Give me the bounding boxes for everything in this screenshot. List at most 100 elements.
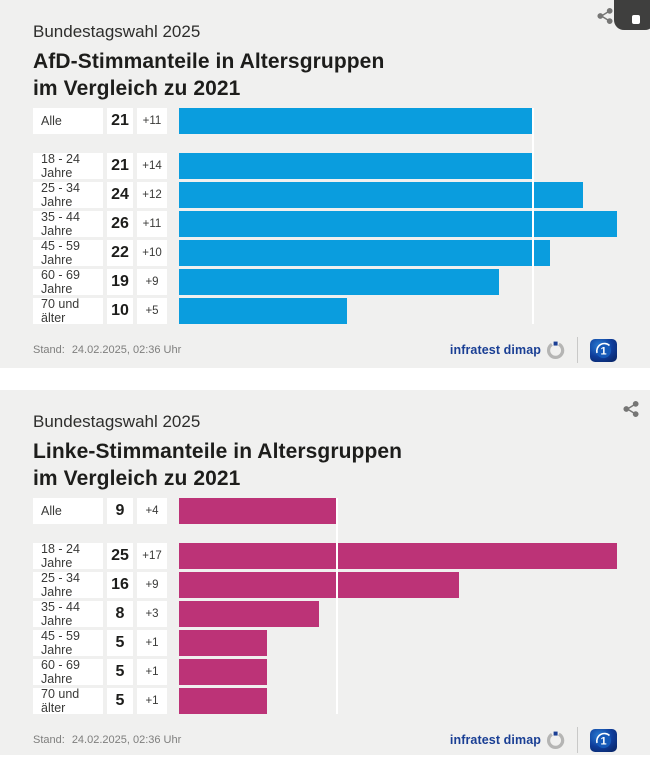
age-group-label: 45 - 59 Jahre: [33, 239, 103, 267]
bar-area: [179, 182, 617, 208]
overlay-cursor-artifact: [614, 0, 650, 30]
timestamp: Stand: 24.02.2025, 02:36 Uhr: [33, 734, 181, 746]
overlay-cursor-mark: [632, 15, 640, 24]
value-label: 19: [107, 269, 133, 295]
chart-row: 35 - 44 Jahre 8 +3: [33, 600, 617, 628]
age-group-label: 70 und älter: [33, 297, 103, 325]
change-label: +10: [137, 240, 167, 266]
value-label: 21: [107, 153, 133, 179]
change-label: +9: [137, 269, 167, 295]
bar: [179, 572, 460, 598]
value-label: 16: [107, 572, 133, 598]
age-group-label: 60 - 69 Jahre: [33, 658, 103, 686]
bar-chart: Alle 9 +4 18 - 24 Jahre 25 +17 25 - 34 J…: [33, 498, 617, 715]
source-label: infratest dimap: [449, 733, 541, 747]
bar-area: [179, 153, 617, 179]
change-label: +1: [137, 659, 167, 685]
value-label: 10: [107, 298, 133, 324]
change-label: +4: [137, 498, 167, 524]
chart-footer: Stand: 24.02.2025, 02:36 Uhr infratest di…: [33, 724, 617, 755]
age-group-label: 25 - 34 Jahre: [33, 571, 103, 599]
age-group-label: Alle: [33, 108, 103, 134]
chart-row: 60 - 69 Jahre 19 +9: [33, 268, 617, 296]
chart-row: 25 - 34 Jahre 16 +9: [33, 571, 617, 599]
bar: [179, 498, 337, 524]
chart-row: 18 - 24 Jahre 25 +17: [33, 542, 617, 570]
bar: [179, 153, 533, 179]
bar-area: [179, 211, 617, 237]
bar: [179, 211, 617, 237]
chart-row: Alle 21 +11: [33, 108, 617, 134]
bar-area: [179, 498, 617, 524]
value-label: 26: [107, 211, 133, 237]
bar: [179, 182, 584, 208]
bar-area: [179, 298, 617, 324]
bar: [179, 601, 320, 627]
age-group-label: 18 - 24 Jahre: [33, 542, 103, 570]
value-label: 22: [107, 240, 133, 266]
chart-row: Alle 9 +4: [33, 498, 617, 524]
bar-chart: Alle 21 +11 18 - 24 Jahre 21 +14 25 - 34…: [33, 108, 617, 325]
value-label: 25: [107, 543, 133, 569]
value-label: 5: [107, 688, 133, 714]
chart-footer: Stand: 24.02.2025, 02:36 Uhr infratest di…: [33, 334, 617, 366]
share-button[interactable]: [622, 400, 640, 418]
bar: [179, 108, 533, 134]
chart-row: 25 - 34 Jahre 24 +12: [33, 181, 617, 209]
timestamp-value: 24.02.2025, 02:36 Uhr: [71, 344, 182, 356]
bar-area: [179, 601, 617, 627]
share-button[interactable]: [596, 7, 614, 25]
chart-kicker: Bundestagswahl 2025: [33, 22, 201, 41]
age-group-label: 18 - 24 Jahre: [33, 152, 103, 180]
value-label: 9: [107, 498, 133, 524]
age-group-label: 35 - 44 Jahre: [33, 210, 103, 238]
age-group-label: 60 - 69 Jahre: [33, 268, 103, 296]
change-label: +9: [137, 572, 167, 598]
bar-area: [179, 630, 617, 656]
change-label: +1: [137, 630, 167, 656]
branding: infratest dimap 1: [450, 337, 617, 363]
chart-card-linke: Bundestagswahl 2025 Linke-Stimmanteile i…: [0, 390, 650, 755]
infratest-dimap-ring-icon: [546, 341, 565, 359]
timestamp-label: Stand:: [33, 344, 65, 356]
change-label: +11: [137, 108, 167, 134]
chart-title-line2: im Vergleich zu 2021: [33, 467, 241, 490]
age-group-label: 45 - 59 Jahre: [33, 629, 103, 657]
svg-text:1: 1: [600, 345, 606, 357]
chart-row: 60 - 69 Jahre 5 +1: [33, 658, 617, 686]
age-group-label: 25 - 34 Jahre: [33, 181, 103, 209]
change-label: +14: [137, 153, 167, 179]
chart-row: 45 - 59 Jahre 5 +1: [33, 629, 617, 657]
chart-row: 35 - 44 Jahre 26 +11: [33, 210, 617, 238]
chart-row: 45 - 59 Jahre 22 +10: [33, 239, 617, 267]
value-label: 8: [107, 601, 133, 627]
value-label: 24: [107, 182, 133, 208]
change-label: +3: [137, 601, 167, 627]
bar-area: [179, 659, 617, 685]
chart-title-line2: im Vergleich zu 2021: [33, 77, 241, 100]
bar: [179, 688, 267, 714]
bar: [179, 269, 500, 295]
bar: [179, 659, 267, 685]
ard-one-logo: 1: [590, 728, 617, 752]
divider: [577, 727, 578, 753]
change-label: +12: [137, 182, 167, 208]
chart-title-line1: Linke-Stimmanteile in Altersgruppen: [33, 440, 403, 463]
change-label: +11: [137, 211, 167, 237]
bar-area: [179, 688, 617, 714]
change-label: +1: [137, 688, 167, 714]
source-label: infratest dimap: [449, 343, 541, 357]
timestamp-label: Stand:: [33, 734, 65, 746]
branding: infratest dimap 1: [450, 727, 617, 753]
value-label: 21: [107, 108, 133, 134]
chart-card-afd: Bundestagswahl 2025 AfD-Stimmanteile in …: [0, 0, 650, 368]
svg-text:1: 1: [600, 735, 606, 747]
bar-area: [179, 240, 617, 266]
change-label: +5: [137, 298, 167, 324]
share-icon: [597, 7, 613, 25]
bar-area: [179, 108, 617, 134]
chart-row: 70 und älter 5 +1: [33, 687, 617, 715]
chart-row: 70 und älter 10 +5: [33, 297, 617, 325]
bar-area: [179, 572, 617, 598]
value-label: 5: [107, 659, 133, 685]
